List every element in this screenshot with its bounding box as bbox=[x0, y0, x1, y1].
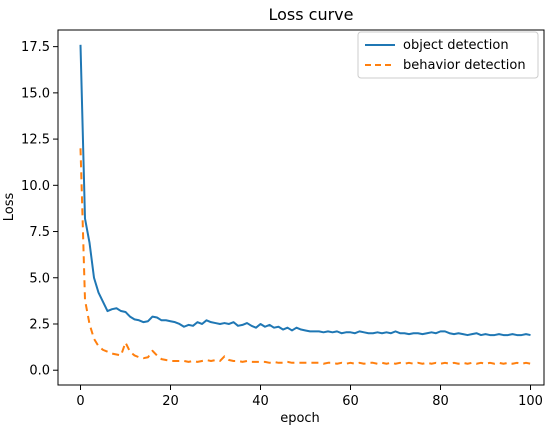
series-line-behavior-detection bbox=[79, 148, 531, 365]
x-axis-label: epoch bbox=[280, 411, 320, 426]
series-line-object-detection bbox=[79, 44, 531, 337]
x-tick-label: 60 bbox=[342, 394, 359, 409]
legend: object detection behavior detection bbox=[357, 31, 539, 79]
legend-label-behavior-detection: behavior detection bbox=[403, 58, 526, 73]
x-tick-label: 40 bbox=[252, 394, 269, 409]
legend-box bbox=[357, 31, 539, 79]
y-tick-label: 17.5 bbox=[21, 40, 50, 55]
x-axis: 0 20 40 60 80 100 bbox=[76, 385, 543, 409]
y-tick-label: 5.0 bbox=[29, 271, 50, 286]
x-tick-label: 80 bbox=[432, 394, 449, 409]
x-tick-label: 0 bbox=[76, 394, 84, 409]
x-tick-label: 20 bbox=[162, 394, 179, 409]
y-tick-label: 2.5 bbox=[29, 317, 50, 332]
y-tick-label: 12.5 bbox=[21, 133, 50, 148]
series-group bbox=[79, 44, 531, 365]
x-tick-label: 100 bbox=[518, 394, 543, 409]
y-axis: 0.0 2.5 5.0 7.5 10.0 12.5 15.0 17.5 bbox=[21, 40, 58, 379]
y-axis-label: Loss bbox=[2, 193, 17, 222]
y-tick-label: 0.0 bbox=[29, 364, 50, 379]
chart-title: Loss curve bbox=[268, 5, 353, 24]
plot-area bbox=[57, 29, 545, 386]
y-tick-label: 7.5 bbox=[29, 225, 50, 240]
y-tick-label: 15.0 bbox=[21, 86, 50, 101]
y-tick-label: 10.0 bbox=[21, 179, 50, 194]
legend-label-object-detection: object detection bbox=[403, 38, 509, 53]
